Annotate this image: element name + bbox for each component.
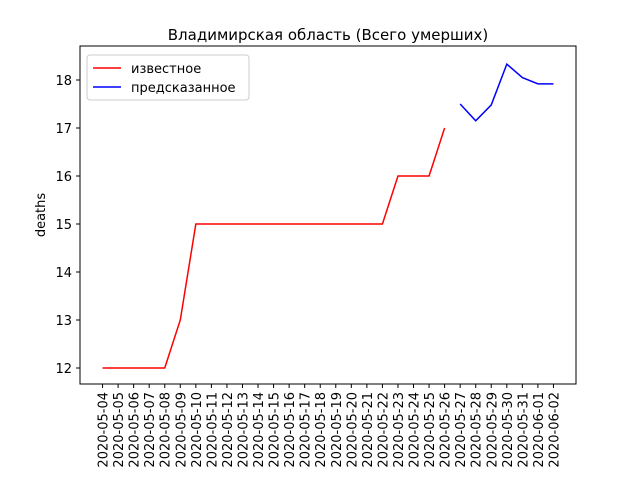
y-tick-label: 12 [55, 362, 72, 377]
y-tick-label: 13 [55, 314, 72, 329]
x-tick-label: 2020-05-22 [376, 392, 391, 468]
x-tick-label: 2020-06-01 [532, 392, 547, 468]
x-tick-label: 2020-05-18 [314, 392, 329, 468]
x-tick-label: 2020-05-20 [345, 392, 360, 468]
x-tick-label: 2020-05-08 [159, 392, 174, 468]
x-tick-label: 2020-06-02 [547, 392, 562, 468]
x-tick-label: 2020-05-26 [439, 392, 454, 468]
y-tick-label: 15 [55, 218, 72, 233]
x-tick-label: 2020-05-27 [454, 392, 469, 468]
chart-title: Владимирская область (Всего умерших) [168, 26, 488, 44]
x-tick-label: 2020-05-28 [470, 392, 485, 468]
x-tick-label: 2020-05-09 [174, 392, 189, 468]
x-tick-label: 2020-05-04 [97, 392, 112, 468]
x-tick-label: 2020-05-29 [485, 392, 500, 468]
x-tick-label: 2020-05-07 [143, 392, 158, 468]
legend-label: предсказанное [131, 81, 236, 96]
x-tick-label: 2020-05-31 [516, 392, 531, 468]
x-tick-label: 2020-05-15 [268, 392, 283, 468]
x-tick-label: 2020-05-11 [205, 392, 220, 468]
x-tick-label: 2020-05-30 [501, 392, 516, 468]
line-series [102, 127, 446, 369]
x-tick-label: 2020-05-06 [128, 392, 143, 468]
y-tick-label: 14 [55, 266, 72, 281]
x-tick-label: 2020-05-13 [236, 392, 251, 468]
legend-box [86, 54, 250, 101]
x-tick-label: 2020-05-19 [330, 392, 345, 468]
x-tick-label: 2020-05-24 [408, 392, 423, 468]
x-tick-label: 2020-05-05 [112, 392, 127, 468]
y-tick-label: 17 [55, 122, 72, 137]
y-tick-label: 16 [55, 170, 72, 185]
x-tick-label: 2020-05-25 [423, 392, 438, 468]
x-tick-label: 2020-05-23 [392, 392, 407, 468]
x-tick-label: 2020-05-21 [361, 392, 376, 468]
y-axis-label: deaths [34, 193, 49, 238]
x-tick-label: 2020-05-14 [252, 392, 267, 468]
line-series [459, 62, 554, 122]
x-tick-label: 2020-05-17 [299, 392, 314, 468]
x-tick-label: 2020-05-16 [283, 392, 298, 468]
x-tick-label: 2020-05-10 [190, 392, 205, 468]
plot-frame [79, 45, 577, 385]
legend-label: известное [131, 62, 201, 77]
x-tick-label: 2020-05-12 [221, 392, 236, 468]
y-tick-label: 18 [55, 74, 72, 89]
